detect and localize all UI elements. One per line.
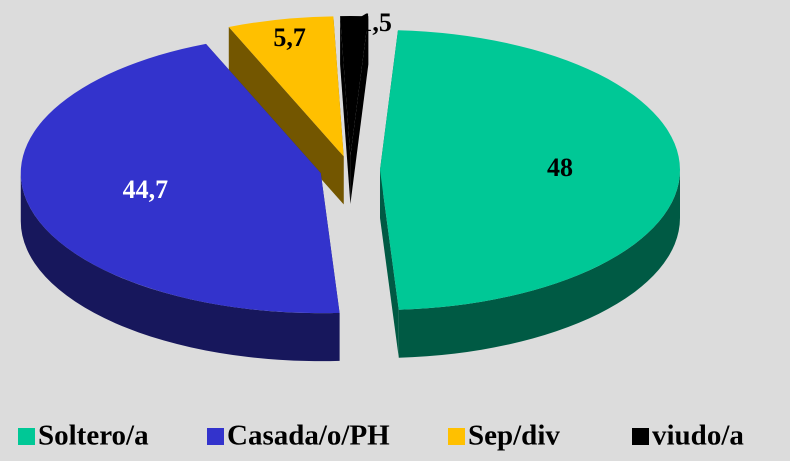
slice-top: [228, 16, 344, 157]
data-label: 5,7: [273, 23, 306, 52]
slice-wall: [20, 173, 340, 362]
slice-top: [379, 30, 680, 310]
slice-top: [20, 43, 340, 314]
slice-side: [340, 16, 351, 205]
pie-slice: [340, 16, 369, 205]
data-label: 44,7: [123, 175, 169, 204]
legend-swatch: [448, 428, 465, 445]
slice-wall: [398, 169, 680, 358]
legend-swatch: [632, 428, 649, 445]
legend-label: viudo/a: [652, 420, 744, 452]
data-label: 1,5: [359, 8, 392, 37]
slice-side: [350, 16, 369, 205]
slice-side: [228, 26, 344, 205]
slice-top: [340, 16, 369, 157]
pie-slice: [20, 43, 340, 362]
legend-swatch: [207, 428, 224, 445]
legend-label: Sep/div: [468, 420, 560, 452]
slice-side: [379, 169, 399, 358]
pie-slice: [228, 16, 344, 205]
data-label: 48: [547, 153, 573, 182]
legend-swatch: [18, 428, 35, 445]
legend-label: Casada/o/PH: [227, 420, 390, 452]
pie-slice: [379, 30, 680, 358]
legend-label: Soltero/a: [38, 420, 149, 452]
